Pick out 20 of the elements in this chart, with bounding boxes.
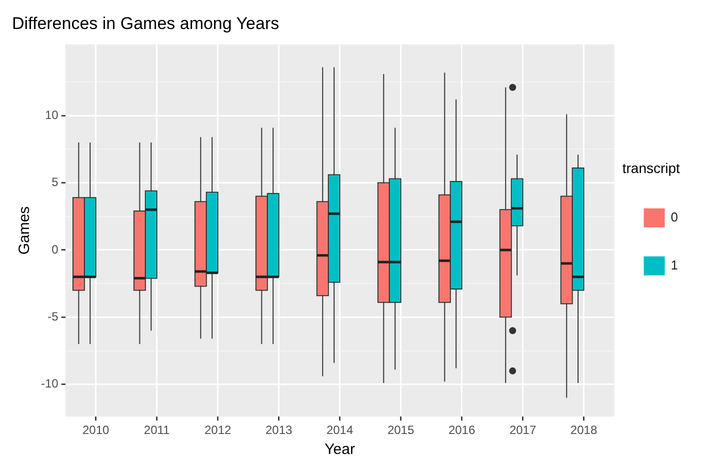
x-tick-label: 2012: [204, 423, 232, 438]
legend-label: 1: [670, 257, 678, 272]
x-tick-label: 2015: [387, 423, 414, 438]
y-tick-label: 5: [52, 175, 59, 190]
legend-title: transcript: [622, 160, 680, 176]
y-tick-label: -10: [41, 376, 59, 391]
y-axis-title: Games: [16, 206, 34, 255]
x-tick-label: 2017: [509, 423, 536, 438]
x-tick-label: 2016: [448, 423, 476, 438]
x-tick-label: 2018: [570, 423, 598, 438]
x-tick-label: 2013: [265, 423, 292, 438]
x-axis-title: Year: [324, 441, 355, 458]
chart-title: Differences in Games among Years: [12, 14, 280, 33]
x-tick-label: 2010: [82, 423, 110, 438]
y-tick-label: 0: [52, 242, 59, 256]
x-tick-label: 2014: [326, 423, 354, 438]
legend-label: 0: [670, 209, 678, 224]
y-tick-label: 10: [44, 108, 59, 122]
x-tick-label: 2011: [144, 423, 170, 438]
y-tick-label: -5: [48, 309, 59, 324]
